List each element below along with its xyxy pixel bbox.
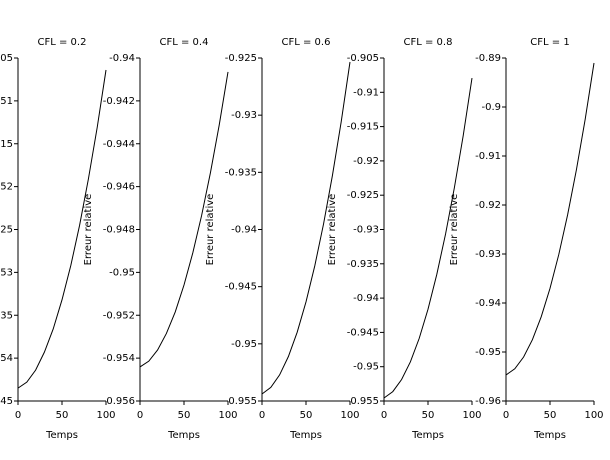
panel-title: CFL = 0.6	[282, 37, 331, 48]
data-line	[17, 69, 107, 389]
panel-title: CFL = 0.8	[404, 37, 453, 48]
x-axis-label: Temps	[167, 430, 200, 441]
x-tick-label: 0	[137, 410, 143, 421]
x-tick-label: 100	[462, 410, 481, 421]
y-tick-label: -0.92	[475, 200, 501, 211]
x-tick-label: 50	[422, 410, 435, 421]
y-tick-label: -0.945	[347, 327, 379, 338]
y-tick-label: -0.94	[231, 225, 257, 236]
y-tick-label: -0.9545	[0, 396, 13, 407]
y-tick-label: -0.9515	[0, 139, 13, 150]
y-tick-label: -0.942	[103, 96, 135, 107]
y-tick-label: -0.94	[353, 293, 379, 304]
x-tick-label: 50	[178, 410, 191, 421]
data-line	[505, 62, 595, 376]
y-tick-label: -0.94	[109, 53, 135, 64]
y-tick-label: -0.935	[225, 167, 257, 178]
y-tick-label: -0.948	[103, 225, 135, 236]
x-tick-label: 0	[381, 410, 387, 421]
y-tick-label: -0.935	[347, 259, 379, 270]
y-tick-label: -0.905	[347, 53, 379, 64]
panel-title: CFL = 0.4	[160, 37, 209, 48]
y-tick-label: -0.93	[353, 225, 379, 236]
y-tick-label: -0.956	[103, 396, 135, 407]
y-tick-label: -0.96	[475, 396, 501, 407]
data-line	[139, 71, 229, 368]
x-tick-label: 100	[584, 410, 603, 421]
y-axis-label: Erreur relative	[205, 194, 216, 266]
x-tick-label: 100	[218, 410, 237, 421]
y-tick-label: -0.951	[0, 96, 13, 107]
y-tick-label: -0.953	[0, 267, 13, 278]
x-tick-label: 50	[544, 410, 557, 421]
y-tick-label: -0.9525	[0, 225, 13, 236]
x-axis-label: Temps	[289, 430, 322, 441]
y-tick-label: -0.92	[353, 156, 379, 167]
y-tick-label: -0.9535	[0, 310, 13, 321]
y-tick-label: -0.9	[481, 102, 501, 113]
x-tick-label: 100	[96, 410, 115, 421]
y-tick-label: -0.954	[0, 353, 13, 364]
y-tick-label: -0.95	[231, 339, 257, 350]
x-tick-label: 50	[56, 410, 69, 421]
y-tick-label: -0.95	[475, 347, 501, 358]
y-tick-label: -0.93	[231, 110, 257, 121]
y-tick-label: -0.946	[103, 182, 135, 193]
x-tick-label: 50	[300, 410, 313, 421]
y-tick-label: -0.952	[103, 310, 135, 321]
y-axis-label: Erreur relative	[83, 194, 94, 266]
x-tick-label: 0	[259, 410, 265, 421]
y-tick-label: -0.925	[347, 190, 379, 201]
y-tick-label: -0.91	[353, 87, 379, 98]
y-axis-label: Erreur relative	[449, 194, 460, 266]
y-tick-label: -0.93	[475, 249, 501, 260]
y-tick-label: -0.9505	[0, 53, 13, 64]
y-tick-label: -0.944	[103, 139, 135, 150]
x-axis-label: Temps	[45, 430, 78, 441]
x-tick-label: 100	[340, 410, 359, 421]
y-tick-label: -0.89	[475, 53, 501, 64]
y-tick-label: -0.945	[225, 282, 257, 293]
y-tick-label: -0.91	[475, 151, 501, 162]
y-tick-label: -0.95	[353, 362, 379, 373]
y-axis-label: Erreur relative	[327, 194, 338, 266]
y-tick-label: -0.952	[0, 182, 13, 193]
x-tick-label: 0	[503, 410, 509, 421]
data-line	[383, 77, 473, 399]
y-tick-label: -0.915	[347, 122, 379, 133]
y-tick-label: -0.95	[109, 267, 135, 278]
x-axis-label: Temps	[533, 430, 566, 441]
y-tick-label: -0.94	[475, 298, 501, 309]
panel-title: CFL = 0.2	[38, 37, 87, 48]
x-axis-label: Temps	[411, 430, 444, 441]
y-tick-label: -0.954	[103, 353, 135, 364]
panel-title: CFL = 1	[530, 37, 569, 48]
data-line	[261, 61, 351, 395]
y-tick-label: -0.955	[347, 396, 379, 407]
y-tick-label: -0.925	[225, 53, 257, 64]
y-tick-label: -0.955	[225, 396, 257, 407]
x-tick-label: 0	[15, 410, 21, 421]
